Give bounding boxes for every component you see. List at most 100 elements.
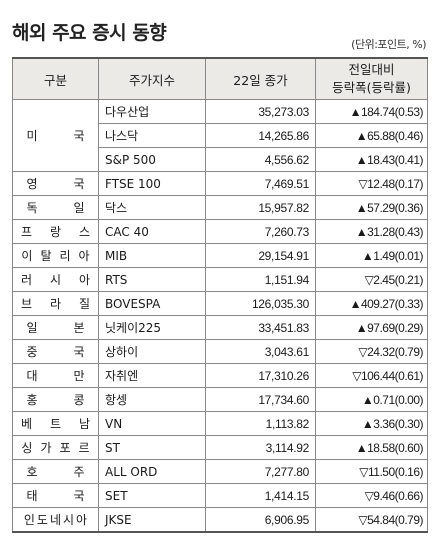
region-cell: 프랑스 [12,219,99,244]
header-row: 구분 주가지수 22일 종가 전일대비 등락폭(등락률) [12,57,428,100]
region-cell: 중국 [12,339,99,364]
change-cell: ▲57.29(0.36) [315,195,428,220]
region-cell: 브라질 [12,291,99,316]
index-cell: 상하이 [98,339,206,364]
table-body: 미국 다우산업35,273.03▲184.74(0.53)나스닥14,265.86… [12,99,428,533]
region-cell: 미국 [12,99,99,172]
header-index: 주가지수 [98,57,206,100]
index-cell: 다우산업 [98,99,206,124]
region-label: 중국 [26,345,84,359]
change-cell: ▲1.49(0.01) [315,243,428,268]
region-label: 러시아 [20,273,90,287]
table-row: 프랑스 CAC 407,260.73▲31.28(0.43) [12,219,428,244]
change-cell: ▽106.44(0.61) [315,363,428,388]
region-cell: 러시아 [12,267,99,292]
region-label: 싱가포르 [21,441,98,455]
region-label: 인도네시아 [23,513,90,527]
region-cell: 호주 [12,459,99,484]
close-cell: 4,556.62 [205,147,316,172]
table-row: S&P 500 4,556.62 ▲18.43(0.41) [13,147,428,172]
change-cell: ▲0.71(0.00) [315,387,428,412]
index-cell: SET [98,483,206,508]
change-cell: ▽54.84(0.79) [315,507,428,533]
close-cell: 15,957.82 [205,195,316,220]
index-cell: RTS [98,267,206,292]
region-cell: 태국 [12,483,99,508]
table-row: 싱가포르 ST 3,114.92 ▲18.58(0.60) [12,435,428,460]
region-cell: 독일 [12,195,99,220]
index-cell: BOVESPA [98,291,206,316]
change-cell: ▲97.69(0.29) [315,315,428,340]
region-label: 독일 [26,201,84,215]
unit-note: (단위:포인트, %) [351,38,426,51]
region-cell: 베트남 [12,411,99,436]
index-cell: 닛케이225 [98,315,206,340]
region-label: 영국 [26,177,84,191]
header-region: 구분 [12,57,99,100]
close-cell: 3,114.92 [205,435,316,460]
close-cell: 1,113.82 [205,411,316,436]
index-cell: 항셍 [98,387,206,412]
close-cell: 17,734.60 [205,387,316,412]
region-label: 미국 [26,129,84,143]
close-cell: 33,451.83 [205,315,316,340]
close-cell: 3,043.61 [205,339,316,364]
index-cell: 나스닥 [98,123,206,148]
change-cell: ▲18.43(0.41) [315,147,428,172]
region-label: 일본 [26,321,84,335]
change-cell: ▲3.36(0.30) [315,411,428,436]
market-table: 구분 주가지수 22일 종가 전일대비 등락폭(등락률) 미국 다우산업35,27… [12,57,428,533]
change-cell: ▽12.48(0.17) [315,171,428,196]
index-cell: VN [98,411,206,436]
close-cell: 1,151.94 [205,267,316,292]
change-cell: ▽11.50(0.16) [315,459,428,484]
close-cell: 7,469.51 [205,171,316,196]
region-label: 대만 [26,369,84,383]
region-label: 프랑스 [20,225,90,239]
region-label: 브라질 [20,297,90,311]
close-cell: 17,310.26 [205,363,316,388]
header-change-line2: 등락폭(등락률) [332,80,411,95]
change-cell: ▲184.74(0.53) [315,99,428,124]
region-label: 이탈리아 [21,249,98,263]
index-cell: S&P 500 [98,147,206,172]
index-cell: ST [98,435,206,460]
change-cell: ▲31.28(0.43) [315,219,428,244]
close-cell: 6,906.95 [205,507,316,533]
region-cell: 이탈리아 [12,243,99,268]
region-cell: 홍콩 [12,387,99,412]
close-cell: 7,277.80 [205,459,316,484]
index-cell: MIB [98,243,206,268]
table-row: 인도네시아 JKSE 6,906.95 ▽54.84(0.79) [12,507,428,533]
change-cell: ▽24.32(0.79) [315,339,428,364]
close-cell: 35,273.03 [205,99,316,124]
index-cell: JKSE [98,507,206,533]
close-cell: 29,154.91 [205,243,316,268]
close-cell: 126,035.30 [205,291,316,316]
table-row: 나스닥 14,265.86 ▲65.88(0.46) [13,123,428,148]
region-cell: 영국 [12,171,99,196]
region-cell: 대만 [12,363,99,388]
index-cell: CAC 40 [98,219,206,244]
change-cell: ▲65.88(0.46) [315,123,428,148]
index-cell: 닥스 [98,195,206,220]
close-cell: 7,260.73 [205,219,316,244]
table-row: 이탈리아 MIB 29,154.91 ▲1.49(0.01) [12,243,428,268]
index-cell: 자취엔 [98,363,206,388]
region-label: 호주 [26,465,84,479]
page-title: 해외 주요 증시 동향 [12,22,167,44]
header-change-line1: 전일대비 [348,62,395,77]
header-change: 전일대비 등락폭(등락률) [315,57,428,100]
region-label: 홍콩 [26,393,84,407]
change-cell: ▽9.46(0.66) [315,483,428,508]
